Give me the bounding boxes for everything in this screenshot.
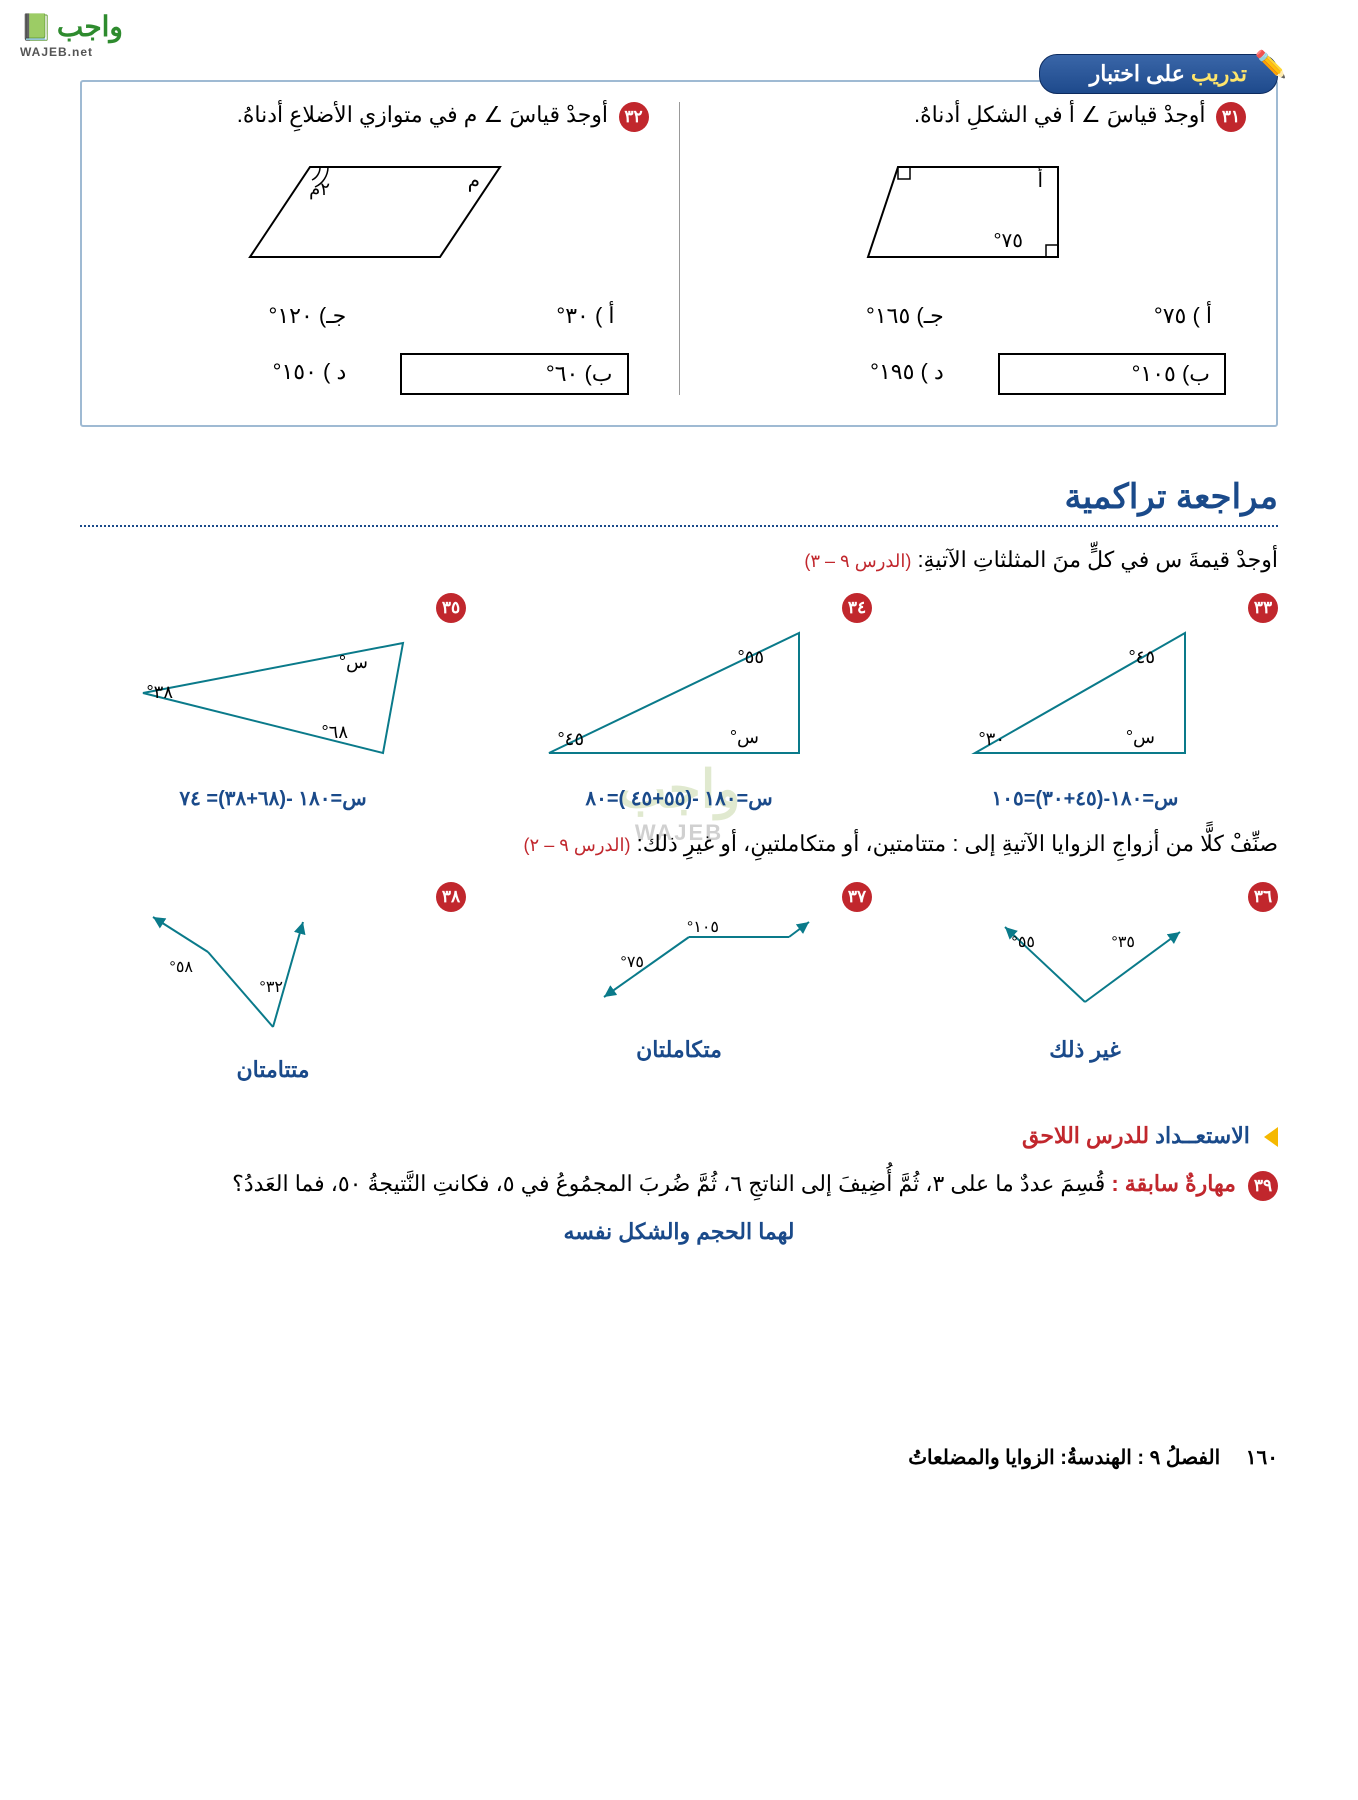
a36-num: ٣٦ <box>1248 882 1278 912</box>
label-75: ٧٥° <box>993 230 1022 252</box>
svg-text:٣٥°: ٣٥° <box>1111 934 1135 951</box>
triangles-row: ٣٣ ٤٥° س° ٣٠° س=١٨٠-(٤٥+٣٠)=١٠٥ ٣٤ ٥٥° س… <box>80 593 1278 811</box>
t33: ٣٣ ٤٥° س° ٣٠° س=١٨٠-(٤٥+٣٠)=١٠٥ <box>892 593 1278 811</box>
page-number: ١٦٠ <box>1246 1447 1278 1469</box>
svg-text:٣٢°: ٣٢° <box>259 979 283 996</box>
svg-text:٤٥°: ٤٥° <box>1128 647 1155 667</box>
svg-text:س°: س° <box>730 727 759 748</box>
t35-svg: س° ٣٨° ٦٨° <box>123 623 423 773</box>
vdivider <box>679 102 680 395</box>
review-title: مراجعة تراكمية <box>80 477 1278 527</box>
prep-sub: للدرس اللاحق <box>1022 1123 1149 1148</box>
parallelogram-svg: م ٢م <box>240 147 520 277</box>
a36-svg: ٥٥° ٣٥° <box>955 912 1215 1022</box>
svg-text:٥٥°: ٥٥° <box>1011 934 1035 951</box>
test-tab: ✏️ تدريب على اختبار <box>1039 54 1278 94</box>
svg-text:٥٥°: ٥٥° <box>737 647 764 667</box>
svg-text:س°: س° <box>1126 727 1155 748</box>
review-instr1: أوجدْ قيمةَ س في كلٍّ منَ المثلثاتِ الآت… <box>80 547 1278 573</box>
q32-figure: م ٢م <box>112 147 649 282</box>
page-footer: ١٦٠ الفصلُ ٩ : الهندسةُ: الزوايا والمضلع… <box>80 1445 1278 1470</box>
tab-word1: تدريب <box>1191 61 1247 86</box>
prep-text: قُسِمَ عددٌ ما على ٣، ثُمَّ أُضِيفَ إلى … <box>232 1171 1105 1196</box>
t34-ans: س=١٨٠ -(٥٥+٤٥ )=٨٠ <box>486 786 872 811</box>
instr1-text: أوجدْ قيمةَ س في كلٍّ منَ المثلثاتِ الآت… <box>917 547 1278 572</box>
q31-d: د ) ١٩٥° <box>730 353 958 395</box>
q31-text: أوجدْ قياسَ ∠ أ في الشكلِ أدناهُ. <box>914 102 1206 127</box>
logo-en: WAJEB.net <box>20 45 93 59</box>
triangle-marker-icon <box>1264 1127 1278 1147</box>
label-a: أ <box>1037 166 1043 192</box>
t34-svg: ٥٥° س° ٤٥° <box>529 623 829 773</box>
logo-ar: واجب <box>57 11 123 42</box>
instr2-text: صنِّفْ كلًّا من أزواجِ الزوايا الآتيةِ إ… <box>637 831 1278 856</box>
svg-text:٦٨°: ٦٨° <box>321 722 348 742</box>
prep-label: مهارةٌ سابقة : <box>1111 1171 1236 1196</box>
prep-title: الاستعــداد للدرس اللاحق <box>80 1123 1278 1149</box>
q32-c: جـ) ١٢٠° <box>132 297 360 335</box>
tab-word2: على اختبار <box>1090 61 1185 86</box>
test-practice-box: ✏️ تدريب على اختبار ٣١ أوجدْ قياسَ ∠ أ ف… <box>80 80 1278 427</box>
prep-ans: لهما الحجم والشكل نفسه <box>80 1219 1278 1245</box>
svg-text:٧٥°: ٧٥° <box>620 954 644 971</box>
q31-choices: أ ) ٧٥° جـ) ١٦٥° ب) ١٠٥° د ) ١٩٥° <box>710 297 1247 395</box>
q31-a: أ ) ٧٥° <box>998 297 1226 335</box>
a36-ans: غير ذلك <box>892 1037 1278 1063</box>
angles-row: ٣٦ ٥٥° ٣٥° غير ذلك ٣٧ ١٠٥° ٧٥° متكاملتان… <box>80 882 1278 1083</box>
a38-num: ٣٨ <box>436 882 466 912</box>
prep-body: ٣٩ مهارةٌ سابقة : قُسِمَ عددٌ ما على ٣، … <box>80 1164 1278 1204</box>
a38-svg: ٥٨° ٣٢° <box>133 912 413 1042</box>
label-m: م <box>468 170 480 192</box>
q32-num: ٣٢ <box>619 102 649 132</box>
q39-num: ٣٩ <box>1248 1171 1278 1201</box>
trapezoid-svg: أ ٧٥° <box>858 147 1098 277</box>
q32-text: أوجدْ قياسَ ∠ م في متوازي الأضلاعِ أدناه… <box>237 102 608 127</box>
a36: ٣٦ ٥٥° ٣٥° غير ذلك <box>892 882 1278 1083</box>
q31: ٣١ أوجدْ قياسَ ∠ أ في الشكلِ أدناهُ. أ ٧… <box>710 102 1247 395</box>
chapter-label: الفصلُ ٩ : الهندسةُ: الزوايا والمضلعاتُ <box>908 1447 1220 1469</box>
t34: ٣٤ ٥٥° س° ٤٥° س=١٨٠ -(٥٥+٤٥ )=٨٠ <box>486 593 872 811</box>
q31-figure: أ ٧٥° <box>710 147 1247 282</box>
t33-ans: س=١٨٠-(٤٥+٣٠)=١٠٥ <box>892 786 1278 811</box>
svg-text:١٠٥°: ١٠٥° <box>687 919 719 936</box>
question-row: ٣١ أوجدْ قياسَ ∠ أ في الشكلِ أدناهُ. أ ٧… <box>112 102 1246 395</box>
q31-c: جـ) ١٦٥° <box>730 297 958 335</box>
review-title-text: مراجعة تراكمية <box>1064 478 1278 516</box>
pencil-icon: ✏️ <box>1255 49 1287 80</box>
a38-ans: متتامتان <box>80 1057 466 1083</box>
svg-text:٣٠°: ٣٠° <box>978 729 1005 749</box>
svg-text:٤٥°: ٤٥° <box>557 729 584 749</box>
q32-choices: أ ) ٣٠° جـ) ١٢٠° ب) ٦٠° د ) ١٥٠° <box>112 297 649 395</box>
a37: ٣٧ ١٠٥° ٧٥° متكاملتان <box>486 882 872 1083</box>
svg-text:٥٨°: ٥٨° <box>169 959 193 976</box>
t35-num: ٣٥ <box>436 593 466 623</box>
q32-d: د ) ١٥٠° <box>132 353 360 395</box>
q31-num: ٣١ <box>1216 102 1246 132</box>
ref2: (الدرس ٩ – ٢) <box>524 835 631 855</box>
q32: ٣٢ أوجدْ قياسَ ∠ م في متوازي الأضلاعِ أد… <box>112 102 649 395</box>
t35: ٣٥ س° ٣٨° ٦٨° س=١٨٠ -(٦٨+٣٨)= ٧٤ <box>80 593 466 811</box>
svg-text:س°: س° <box>339 652 368 673</box>
a37-svg: ١٠٥° ٧٥° <box>539 912 819 1022</box>
q31-b: ب) ١٠٥° <box>998 353 1226 395</box>
review-instr2: صنِّفْ كلًّا من أزواجِ الزوايا الآتيةِ إ… <box>80 831 1278 857</box>
ref1: (الدرس ٩ – ٣) <box>804 551 911 571</box>
t35-ans: س=١٨٠ -(٦٨+٣٨)= ٧٤ <box>80 786 466 811</box>
q32-a: أ ) ٣٠° <box>400 297 628 335</box>
t33-svg: ٤٥° س° ٣٠° <box>955 623 1215 773</box>
prep-title-text: الاستعــداد <box>1155 1123 1250 1148</box>
site-logo: 📗 واجب WAJEB.net <box>20 10 123 61</box>
book-icon: 📗 <box>20 12 52 43</box>
a38: ٣٨ ٥٨° ٣٢° متتامتان <box>80 882 466 1083</box>
t34-num: ٣٤ <box>842 593 872 623</box>
label-2m: ٢م <box>309 179 330 200</box>
a37-ans: متكاملتان <box>486 1037 872 1063</box>
a37-num: ٣٧ <box>842 882 872 912</box>
svg-text:٣٨°: ٣٨° <box>146 682 173 702</box>
dotted-rule <box>80 525 1278 527</box>
t33-num: ٣٣ <box>1248 593 1278 623</box>
q32-b: ب) ٦٠° <box>400 353 628 395</box>
